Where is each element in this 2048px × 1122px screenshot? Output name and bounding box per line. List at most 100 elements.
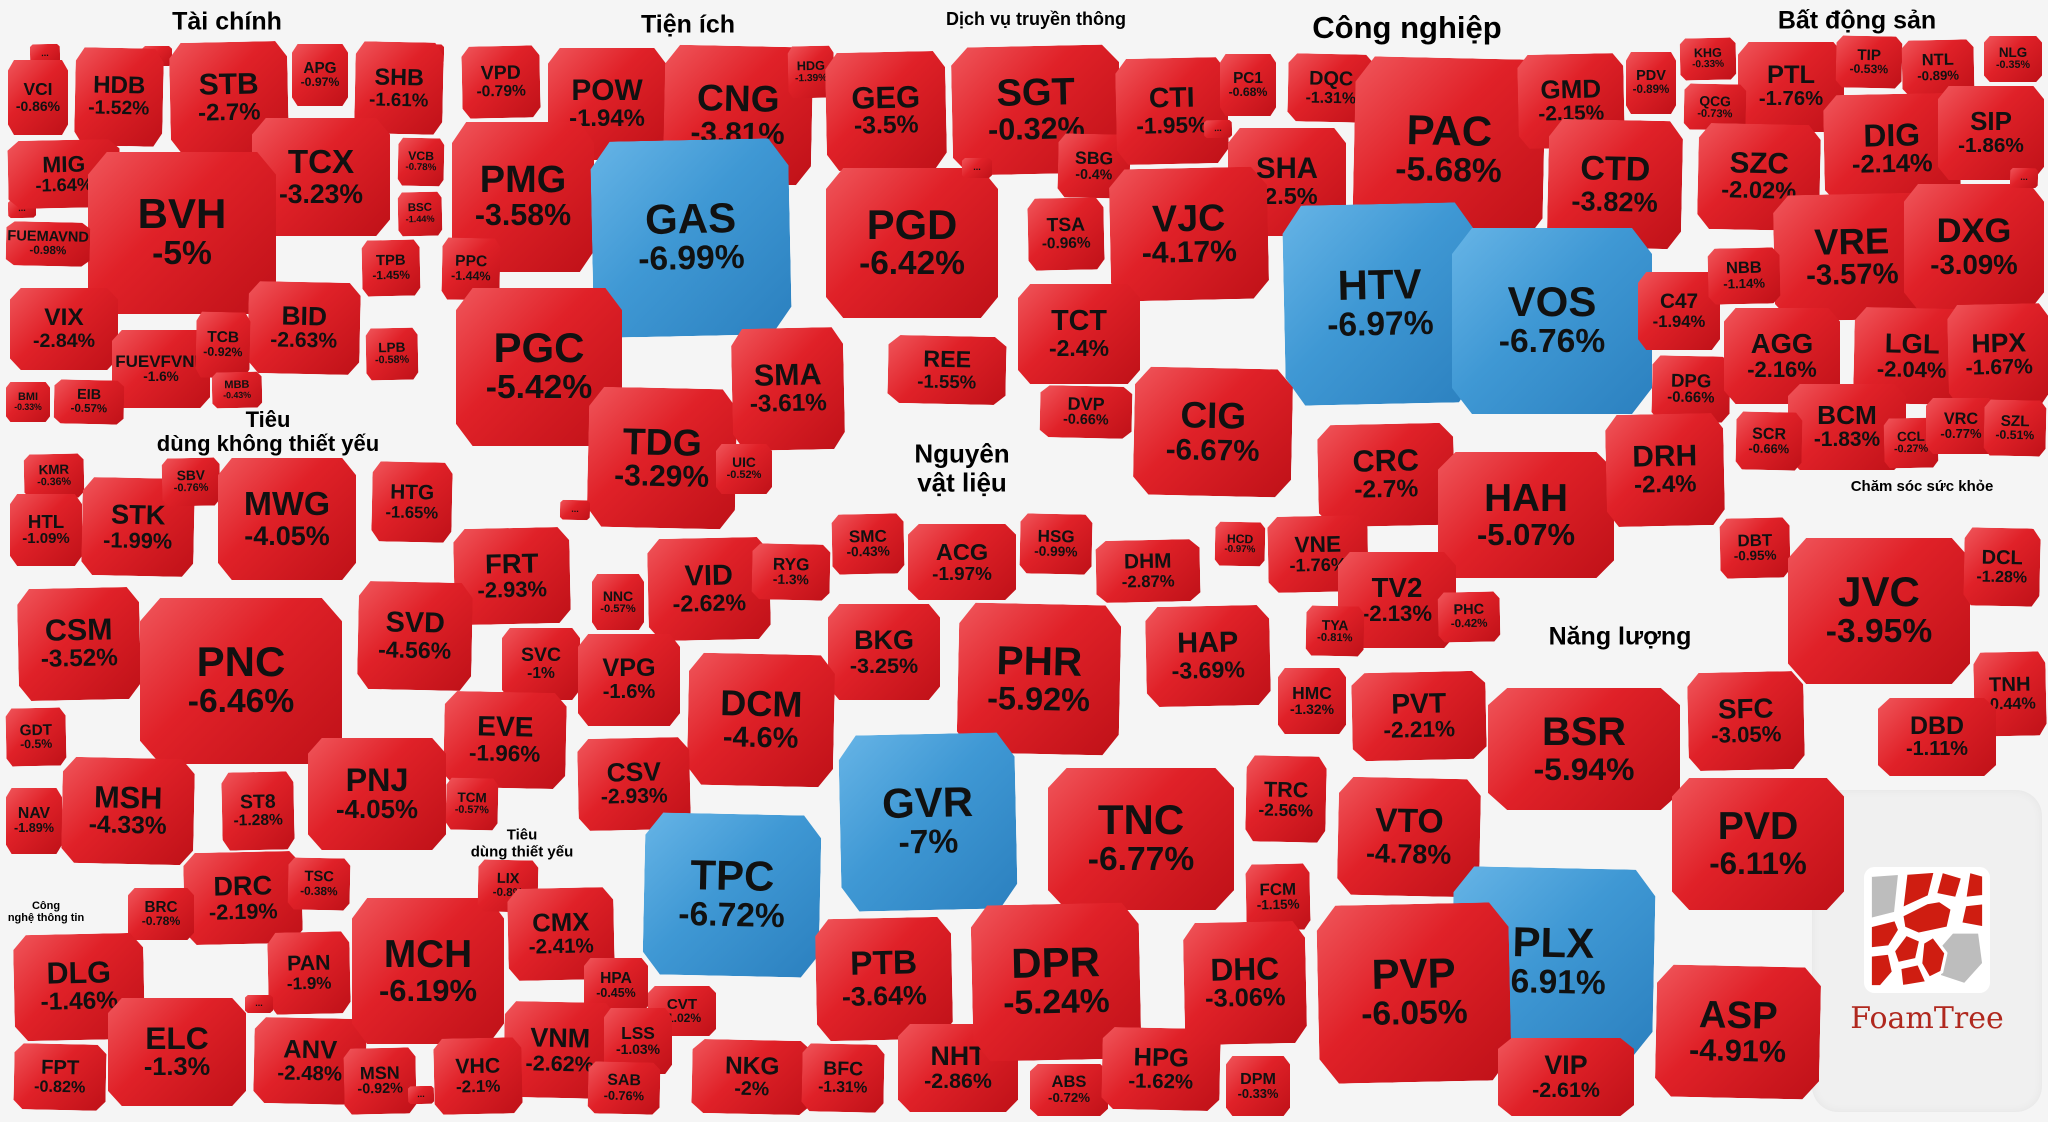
cell-BID[interactable]: BID -2.63% — [247, 281, 361, 375]
cell-RYG[interactable]: RYG -1.3% — [751, 543, 830, 601]
cell-more-tieu-dung-thiet-yeu-1[interactable]: ... — [245, 995, 273, 1013]
cell-more-tieu-dung-thiet-yeu-12[interactable]: ... — [408, 1086, 434, 1105]
cell-HTV[interactable]: HTV -6.97% — [1282, 202, 1478, 406]
cell-FUEMAVND[interactable]: FUEMAVND -0.98% — [6, 221, 91, 267]
cell-HTG[interactable]: HTG -1.65% — [371, 461, 453, 543]
cell-HPX[interactable]: HPX -1.67% — [1947, 303, 2048, 407]
cell-TPB[interactable]: TPB -1.45% — [361, 239, 420, 296]
cell-PTB[interactable]: PTB -3.64% — [815, 917, 954, 1042]
cell-EVE[interactable]: EVE -1.96% — [443, 691, 567, 790]
cell-SFC[interactable]: SFC -3.05% — [1687, 671, 1805, 771]
cell-DHM[interactable]: DHM -2.87% — [1095, 539, 1200, 603]
cell-NNC[interactable]: NNC -0.57% — [592, 574, 644, 630]
cell-DXG[interactable]: DXG -3.09% — [1904, 184, 2044, 310]
cell-SBV[interactable]: SBV -0.76% — [162, 457, 221, 506]
cell-VCB[interactable]: VCB -0.78% — [398, 138, 445, 187]
cell-ST8[interactable]: ST8 -1.28% — [221, 771, 295, 850]
cell-TPC[interactable]: TPC -6.72% — [642, 812, 821, 978]
cell-PC1[interactable]: PC1 -0.68% — [1220, 54, 1276, 116]
cell-TIP[interactable]: TIP -0.53% — [1835, 35, 1902, 88]
cell-MSN[interactable]: MSN -0.92% — [343, 1047, 416, 1114]
cell-TSC[interactable]: TSC -0.38% — [287, 857, 350, 910]
cell-VIX[interactable]: VIX -2.84% — [10, 288, 118, 370]
cell-MWG[interactable]: MWG -4.05% — [218, 458, 356, 580]
cell-more-dich-vu-truyen-thong-1[interactable]: ... — [962, 158, 992, 178]
cell-more-tien-ich-11[interactable]: ... — [560, 500, 590, 521]
cell-SVD[interactable]: SVD -4.56% — [357, 581, 473, 691]
cell-PDV[interactable]: PDV -0.89% — [1626, 52, 1676, 114]
foamtree-logo-text[interactable]: FoamTree — [1850, 1000, 2004, 1036]
cell-DCL[interactable]: DCL -1.28% — [1963, 527, 2041, 607]
cell-GDT[interactable]: GDT -0.5% — [5, 707, 66, 766]
cell-DBD[interactable]: DBD -1.11% — [1878, 698, 1996, 776]
cell-MBB[interactable]: MBB -0.43% — [212, 371, 263, 408]
cell-ELC[interactable]: ELC -1.3% — [108, 998, 246, 1106]
cell-DVP[interactable]: DVP -0.66% — [1039, 385, 1132, 439]
cell-DHC[interactable]: DHC -3.06% — [1183, 921, 1308, 1046]
cell-SCR[interactable]: SCR -0.66% — [1735, 411, 1802, 470]
cell-TCT[interactable]: TCT -2.4% — [1018, 284, 1140, 384]
cell-PHC[interactable]: PHC -0.42% — [1437, 591, 1500, 642]
cell-SAB[interactable]: SAB -0.76% — [587, 1061, 660, 1114]
cell-TSA[interactable]: TSA -0.96% — [1027, 197, 1104, 271]
cell-PNJ[interactable]: PNJ -4.05% — [308, 738, 446, 850]
cell-DPM[interactable]: DPM -0.33% — [1226, 1056, 1290, 1116]
cell-PAN[interactable]: PAN -1.9% — [267, 931, 351, 1015]
cell-SMC[interactable]: SMC -0.43% — [831, 513, 904, 574]
cell-TCB[interactable]: TCB -0.92% — [195, 311, 250, 378]
cell-UIC[interactable]: UIC -0.52% — [716, 444, 772, 494]
cell-PGD[interactable]: PGD -6.42% — [826, 168, 998, 318]
cell-TDG[interactable]: TDG -3.29% — [587, 386, 738, 529]
cell-VHC[interactable]: VHC -2.1% — [433, 1037, 523, 1115]
cell-NKG[interactable]: NKG -2% — [691, 1039, 813, 1115]
cell-HTL[interactable]: HTL -1.09% — [10, 494, 82, 566]
cell-VPD[interactable]: VPD -0.79% — [461, 45, 540, 119]
cell-TRC[interactable]: TRC -2.56% — [1245, 755, 1327, 843]
cell-ABS[interactable]: ABS -0.72% — [1030, 1064, 1108, 1116]
cell-BFC[interactable]: BFC -1.31% — [801, 1043, 884, 1113]
cell-BRC[interactable]: BRC -0.78% — [128, 888, 194, 940]
cell-BSC[interactable]: BSC -1.44% — [398, 192, 443, 237]
cell-DBT[interactable]: DBT -0.95% — [1719, 517, 1790, 578]
cell-HDB[interactable]: HDB -1.52% — [74, 47, 164, 147]
cell-SIP[interactable]: SIP -1.86% — [1938, 86, 2044, 180]
cell-VPG[interactable]: VPG -1.6% — [578, 634, 680, 726]
cell-HSG[interactable]: HSG -0.99% — [1019, 513, 1092, 574]
cell-APG[interactable]: APG -0.97% — [292, 44, 348, 106]
cell-ACG[interactable]: ACG -1.97% — [908, 524, 1016, 600]
cell-CTI[interactable]: CTI -1.95% — [1115, 57, 1229, 165]
cell-TCM[interactable]: TCM -0.57% — [445, 777, 498, 830]
cell-C47[interactable]: C47 -1.94% — [1638, 272, 1720, 350]
cell-PVT[interactable]: PVT -2.21% — [1351, 671, 1487, 762]
cell-CSM[interactable]: CSM -3.52% — [17, 587, 141, 702]
cell-NBB[interactable]: NBB -1.14% — [1707, 247, 1780, 304]
cell-BKG[interactable]: BKG -3.25% — [828, 604, 940, 700]
cell-MSH[interactable]: MSH -4.33% — [61, 757, 195, 866]
cell-FUEVFVND[interactable]: FUEVFVND -1.6% — [112, 330, 210, 408]
cell-more-cong-nghiep-3[interactable]: ... — [1204, 120, 1232, 139]
cell-BMI[interactable]: BMI -0.33% — [6, 382, 50, 422]
cell-VTO[interactable]: VTO -4.78% — [1337, 777, 1481, 898]
cell-HAH[interactable]: HAH -5.07% — [1438, 452, 1614, 578]
cell-LPB[interactable]: LPB -0.58% — [365, 327, 418, 380]
cell-SVC[interactable]: SVC -1% — [502, 628, 580, 700]
cell-BVH[interactable]: BVH -5% — [88, 152, 276, 314]
cell-CRC[interactable]: CRC -2.7% — [1317, 423, 1455, 528]
cell-ASP[interactable]: ASP -4.91% — [1655, 964, 1822, 1099]
cell-MCH[interactable]: MCH -6.19% — [352, 898, 504, 1044]
cell-DPG[interactable]: DPG -0.66% — [1651, 355, 1730, 423]
cell-PVP[interactable]: PVP -6.05% — [1316, 902, 1512, 1084]
cell-PHR[interactable]: PHR -5.92% — [956, 602, 1121, 755]
cell-CIG[interactable]: CIG -6.67% — [1133, 366, 1294, 497]
cell-HAP[interactable]: HAP -3.69% — [1145, 605, 1271, 708]
cell-VIP[interactable]: VIP -2.61% — [1498, 1038, 1634, 1116]
cell-more-bat-dong-san-11[interactable]: ... — [2010, 168, 2038, 189]
cell-BSR[interactable]: BSR -5.94% — [1488, 688, 1680, 810]
cell-KHG[interactable]: KHG -0.33% — [1680, 37, 1737, 80]
cell-PNC[interactable]: PNC -6.46% — [140, 598, 342, 764]
cell-SMA[interactable]: SMA -3.61% — [731, 327, 846, 451]
cell-GEG[interactable]: GEG -3.5% — [825, 51, 947, 171]
cell-TYA[interactable]: TYA -0.81% — [1305, 605, 1364, 656]
cell-HCD[interactable]: HCD -0.97% — [1215, 521, 1266, 566]
cell-VOS[interactable]: VOS -6.76% — [1452, 228, 1652, 414]
